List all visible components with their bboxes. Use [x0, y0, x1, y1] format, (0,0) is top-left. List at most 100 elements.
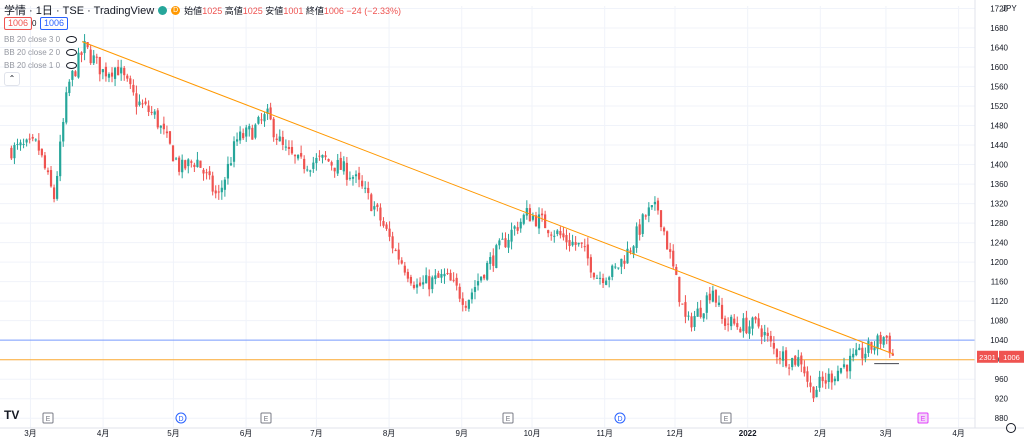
- earnings-marker[interactable]: E: [42, 412, 54, 424]
- collapse-legend-button[interactable]: ⌃: [4, 72, 20, 86]
- candle-body: [461, 298, 464, 305]
- candle: [409, 274, 413, 286]
- dividend-marker[interactable]: D: [614, 412, 626, 424]
- candle-body: [406, 271, 409, 279]
- candle: [507, 233, 510, 253]
- candle: [113, 66, 117, 87]
- candle: [452, 272, 455, 283]
- candle-body: [672, 250, 675, 267]
- candle: [577, 242, 580, 247]
- candle: [638, 219, 641, 241]
- candle: [830, 370, 833, 390]
- candle-body: [193, 164, 196, 167]
- indicator-bb-3[interactable]: BB 20 close 1 0: [4, 61, 78, 70]
- candle-body: [229, 163, 233, 166]
- candle-body: [464, 305, 467, 308]
- candle: [309, 169, 312, 177]
- candle-body: [354, 174, 358, 177]
- candle-body: [187, 159, 190, 167]
- candle-body: [605, 280, 608, 285]
- candle-body: [788, 367, 791, 369]
- candle: [815, 385, 818, 398]
- candle-body: [855, 349, 858, 356]
- marker-box: [720, 412, 732, 424]
- candle-body: [455, 277, 458, 286]
- x-tick-label: 3月: [880, 429, 892, 438]
- candle: [357, 166, 361, 188]
- candle-body: [290, 147, 294, 154]
- x-tick-label: 8月: [383, 429, 395, 438]
- candle-body: [397, 249, 400, 260]
- candle: [598, 271, 602, 285]
- earnings-marker[interactable]: E: [720, 412, 732, 424]
- candle-body: [110, 72, 114, 77]
- candle-body: [49, 170, 53, 187]
- eye-hidden-icon[interactable]: [66, 36, 78, 43]
- candle-body: [510, 229, 513, 242]
- candle-body: [852, 353, 855, 358]
- candle: [855, 342, 858, 357]
- candle: [318, 150, 321, 161]
- candle-body: [467, 299, 470, 309]
- eye-hidden-icon[interactable]: [66, 62, 78, 69]
- candle-body: [562, 233, 565, 238]
- candle-body: [37, 140, 40, 151]
- settings-gear-icon[interactable]: [1006, 423, 1016, 433]
- indicator-bb-1[interactable]: BB 20 close 3 0: [4, 35, 78, 44]
- candle-body: [723, 318, 727, 326]
- candle: [141, 99, 144, 109]
- candle-body: [617, 267, 620, 269]
- candle: [827, 368, 830, 389]
- candle: [92, 50, 95, 66]
- candle: [632, 245, 635, 259]
- candle: [98, 56, 101, 82]
- marker-label: D: [617, 416, 622, 423]
- candle-body: [248, 126, 251, 130]
- earnings-marker[interactable]: E: [260, 412, 272, 424]
- candle-body: [669, 249, 672, 252]
- candle: [504, 232, 507, 248]
- candle-body: [556, 230, 559, 235]
- y-tick-label: 880: [995, 414, 1009, 423]
- candle-body: [492, 255, 495, 266]
- symbol-title[interactable]: 学情 · 1日 · TSE · TradingView: [4, 5, 155, 17]
- earnings-marker[interactable]: E: [502, 412, 514, 424]
- buy-price-box[interactable]: 1006: [40, 17, 69, 30]
- candle-body: [77, 52, 80, 78]
- candle: [702, 313, 705, 322]
- x-tick-label: 6月: [240, 429, 252, 438]
- volume-badge: 2301: [979, 353, 996, 362]
- candle-body: [586, 244, 589, 259]
- candle: [165, 125, 169, 138]
- candle-body: [519, 221, 522, 229]
- candle: [263, 111, 266, 127]
- candle-body: [284, 146, 287, 148]
- earnings-marker[interactable]: E: [917, 412, 929, 424]
- eye-hidden-icon[interactable]: [66, 49, 78, 56]
- candle: [104, 62, 108, 82]
- candle: [592, 272, 596, 280]
- currency-label[interactable]: JPY: [1002, 4, 1017, 13]
- candle: [56, 171, 59, 201]
- candle: [818, 370, 821, 392]
- candle: [144, 97, 147, 106]
- tradingview-logo-icon[interactable]: TV: [4, 408, 20, 422]
- candle-body: [778, 357, 782, 359]
- candle: [242, 128, 245, 140]
- candle: [641, 213, 644, 237]
- candle: [684, 295, 687, 324]
- candle: [275, 133, 278, 145]
- y-tick-label: 1080: [990, 317, 1008, 326]
- indicator-bb-2[interactable]: BB 20 close 2 0: [4, 48, 78, 57]
- candle-body: [342, 161, 345, 172]
- candle-body: [534, 215, 538, 227]
- candle-body: [766, 332, 769, 336]
- sell-price-box[interactable]: 1006: [4, 17, 33, 30]
- candle-body: [181, 159, 184, 173]
- candle-body: [650, 205, 653, 208]
- candle: [19, 139, 22, 151]
- y-tick-label: 1280: [990, 219, 1008, 228]
- candle: [425, 267, 428, 284]
- dividend-marker[interactable]: D: [175, 412, 187, 424]
